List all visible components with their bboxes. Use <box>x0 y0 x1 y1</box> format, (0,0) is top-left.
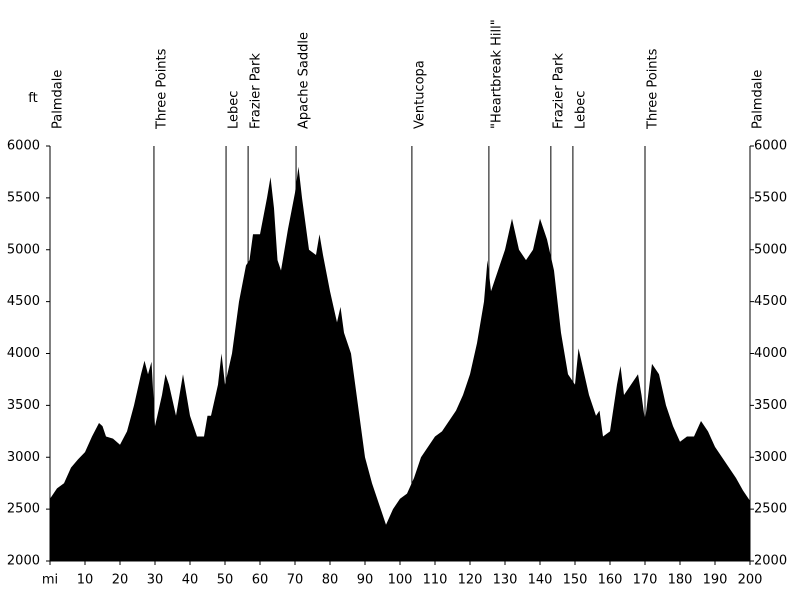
y2-tick-label: 5500 <box>754 190 787 205</box>
x-tick-label: 70 <box>287 573 304 588</box>
y-tick-label: 5500 <box>7 190 40 205</box>
x-tick-label: 120 <box>458 573 483 588</box>
x-tick-label: 200 <box>738 573 763 588</box>
x-tick-label: 160 <box>598 573 623 588</box>
x-tick-label: 80 <box>322 573 339 588</box>
x-tick-label: 30 <box>147 573 164 588</box>
x-tick-label: 90 <box>357 573 374 588</box>
x-tick-label: 190 <box>703 573 728 588</box>
y-tick-label: 3000 <box>7 450 40 465</box>
y-tick-label: 2500 <box>7 502 40 517</box>
x-tick-label: 50 <box>217 573 234 588</box>
x-tick-label: 100 <box>388 573 413 588</box>
landmark-label: Three Points <box>646 48 661 130</box>
y2-tick-label: 6000 <box>754 139 787 154</box>
x-tick-label: 170 <box>633 573 658 588</box>
y2-tick-label: 5000 <box>754 242 787 257</box>
x-tick-label: 110 <box>423 573 448 588</box>
y-unit: ft <box>28 91 37 106</box>
x-tick-label: 140 <box>528 573 553 588</box>
y-tick-label: 6000 <box>7 139 40 154</box>
landmark-label: Palmdale <box>51 70 66 129</box>
x-tick-label: 40 <box>182 573 199 588</box>
y2-tick-label: 4500 <box>754 294 787 309</box>
x-tick-label: 130 <box>493 573 518 588</box>
x-tick-label: 60 <box>252 573 269 588</box>
x-tick-label: 180 <box>668 573 693 588</box>
landmark-label: Frazier Park <box>551 53 566 129</box>
y2-tick-label: 2000 <box>754 554 787 569</box>
y2-tick-label: 3500 <box>754 398 787 413</box>
landmark-label: Ventucopa <box>412 60 427 129</box>
y2-tick-label: 3000 <box>754 450 787 465</box>
landmark-label: Frazier Park <box>249 53 264 129</box>
x-tick-label: mi <box>42 573 58 588</box>
x-tick-label: 10 <box>77 573 94 588</box>
x-tick-label: 20 <box>112 573 129 588</box>
landmark-label: Three Points <box>154 48 169 130</box>
landmark-label: "Heartbreak Hill" <box>489 19 504 129</box>
y-tick-label: 4500 <box>7 294 40 309</box>
elevation-area <box>50 166 750 561</box>
y-tick-label: 3500 <box>7 398 40 413</box>
landmark-label: Lebec <box>573 91 588 129</box>
landmark-label: Lebec <box>227 91 242 129</box>
y2-tick-label: 2500 <box>754 502 787 517</box>
y-tick-label: 5000 <box>7 242 40 257</box>
landmark-label: Palmdale <box>751 70 766 129</box>
y-tick-label: 2000 <box>7 554 40 569</box>
y-tick-label: 4000 <box>7 346 40 361</box>
landmark-label: Apache Saddle <box>297 32 312 129</box>
x-tick-label: 150 <box>563 573 588 588</box>
y2-tick-label: 4000 <box>754 346 787 361</box>
